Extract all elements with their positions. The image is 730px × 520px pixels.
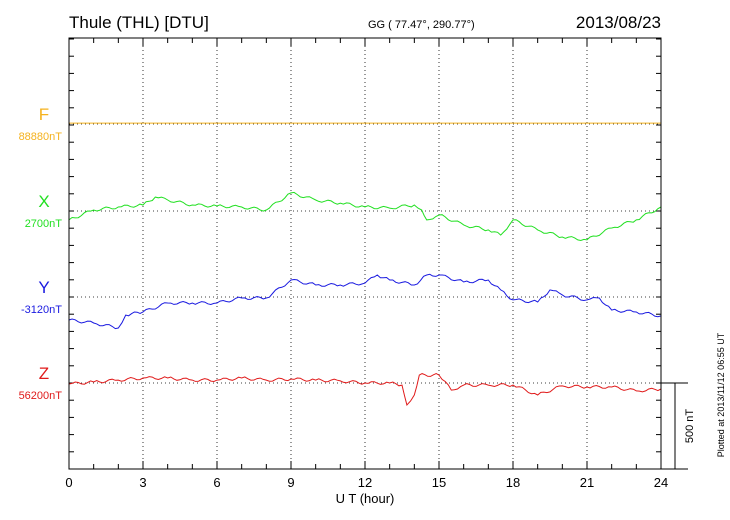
scale-label: 500 nT (684, 409, 696, 444)
coordinates: GG ( 77.47°, 290.77°) (368, 19, 475, 31)
x-tick-label: 18 (506, 475, 520, 490)
series-name-x: X (38, 192, 49, 211)
trace-y (68, 273, 662, 330)
trace-x (68, 191, 662, 242)
series-name-z: Z (39, 364, 49, 383)
x-tick-label: 12 (358, 475, 372, 490)
x-tick-label: 9 (287, 475, 294, 490)
trace-z (68, 373, 662, 407)
plot-frame (68, 37, 662, 470)
x-tick-label: 21 (580, 475, 594, 490)
baseline-label-y: -3120nT (21, 304, 62, 316)
x-axis-label: U T (hour) (336, 491, 395, 506)
x-tick-label: 6 (213, 475, 220, 490)
date: 2013/08/23 (576, 13, 661, 32)
baseline-label-z: 56200nT (19, 390, 63, 402)
x-tick-label: 15 (432, 475, 446, 490)
baseline-label-f: 88880nT (19, 131, 63, 143)
series-name-f: F (39, 105, 49, 124)
x-tick-label: 24 (654, 475, 668, 490)
x-tick-label: 0 (65, 475, 72, 490)
series-name-y: Y (38, 278, 49, 297)
plotted-at: Plotted at 2013/11/12 06:55 UT (716, 332, 726, 457)
x-tick-label: 3 (139, 475, 146, 490)
station-title: Thule (THL) [DTU] (69, 13, 209, 32)
baseline-label-x: 2700nT (25, 218, 63, 230)
